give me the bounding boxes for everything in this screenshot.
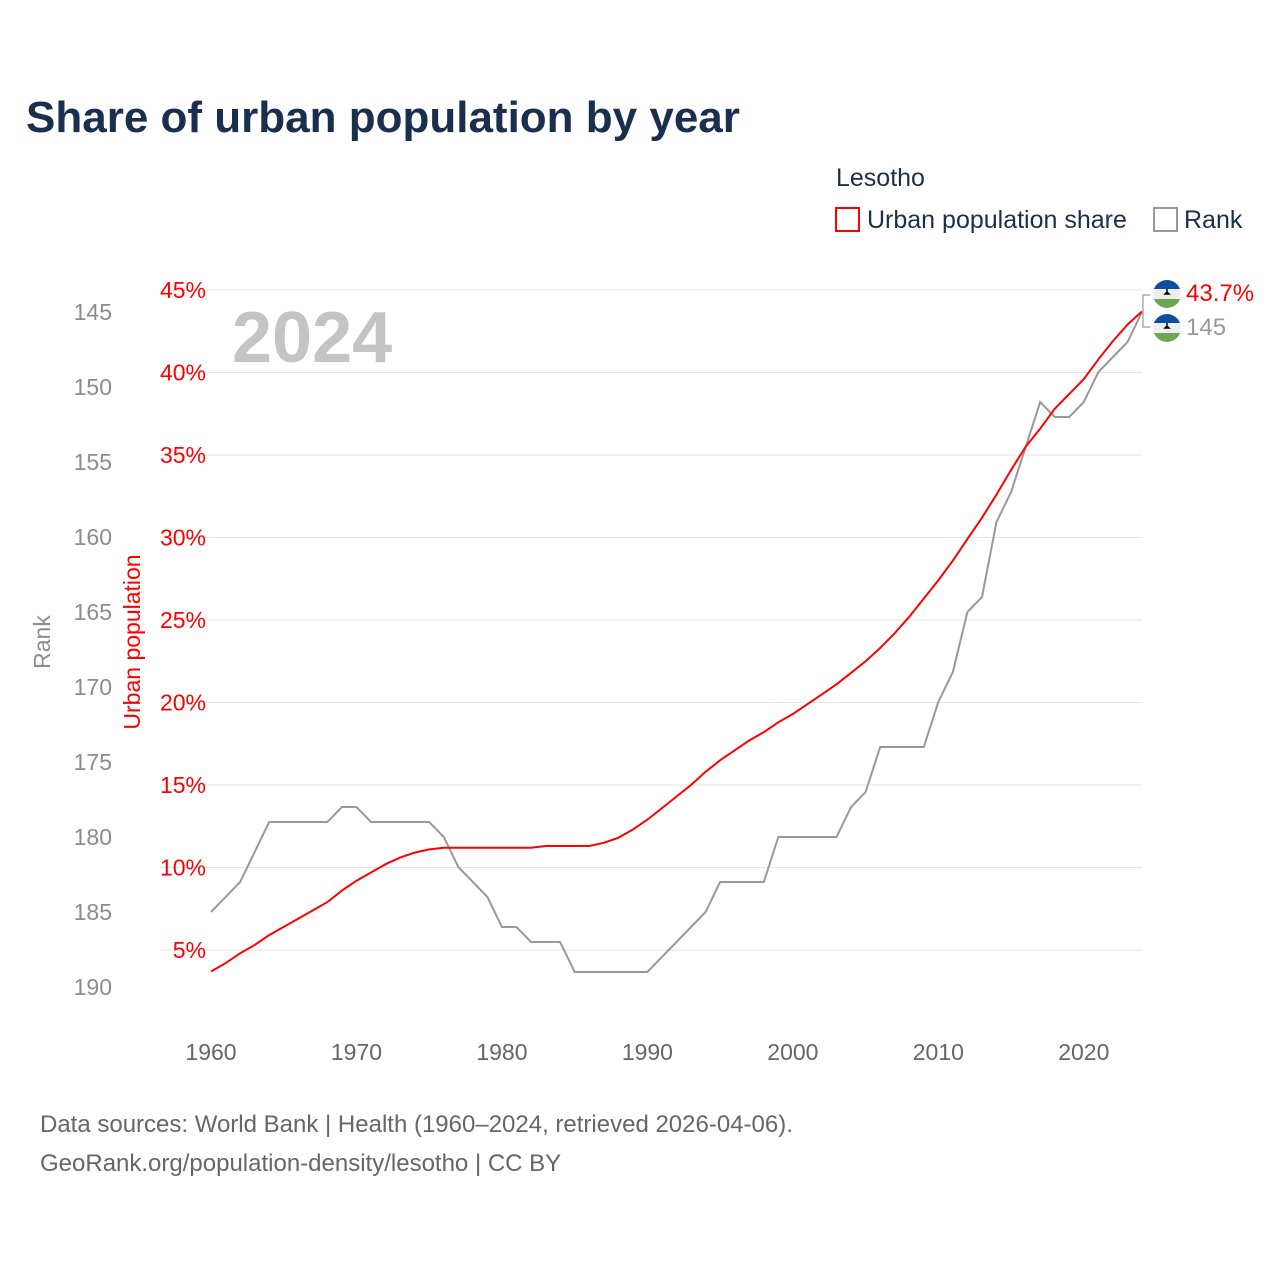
x-tick: 2010: [913, 1039, 964, 1065]
legend-title: Lesotho: [836, 164, 925, 192]
y-tick-left: 35%: [160, 442, 206, 468]
y-tick-rank: 150: [74, 374, 112, 400]
flag-icon-urban: [1153, 280, 1181, 308]
footer-sources: Data sources: World Bank | Health (1960–…: [40, 1111, 793, 1138]
urban-axis-label: Urban population: [119, 554, 145, 729]
urban-end-label: 43.7%: [1186, 280, 1254, 307]
legend-label-urban[interactable]: Urban population share: [867, 206, 1127, 234]
x-tick: 2020: [1058, 1039, 1109, 1065]
x-tick: 1970: [331, 1039, 382, 1065]
year-watermark: 2024: [232, 298, 392, 378]
rank-end-label: 145: [1186, 314, 1226, 341]
y-tick-rank: 165: [74, 599, 112, 625]
y-tick-rank: 180: [74, 824, 112, 850]
y-tick-left: 40%: [160, 360, 206, 386]
y-tick-rank: 155: [74, 449, 112, 475]
y-tick-left: 25%: [160, 607, 206, 633]
y-tick-left: 20%: [160, 690, 206, 716]
y-tick-left: 5%: [173, 937, 206, 963]
y-tick-left: 15%: [160, 772, 206, 798]
x-tick: 1980: [476, 1039, 527, 1065]
y-tick-rank: 160: [74, 524, 112, 550]
legend-swatch-rank[interactable]: [1153, 207, 1178, 232]
flag-icon-rank: [1153, 314, 1181, 342]
footer-link[interactable]: GeoRank.org/population-density/lesotho |…: [40, 1150, 561, 1177]
legend-label-rank[interactable]: Rank: [1184, 206, 1243, 234]
y-tick-rank: 170: [74, 674, 112, 700]
x-tick: 2000: [767, 1039, 818, 1065]
y-tick-left: 45%: [160, 277, 206, 303]
legend-swatch-urban[interactable]: [835, 207, 860, 232]
y-tick-rank: 185: [74, 899, 112, 925]
y-tick-rank: 175: [74, 749, 112, 775]
y-tick-left: 30%: [160, 525, 206, 551]
x-tick: 1990: [622, 1039, 673, 1065]
rank-line: [210, 311, 1143, 973]
chart-title: Share of urban population by year: [26, 93, 740, 142]
y-tick-left: 10%: [160, 855, 206, 881]
rank-axis-label: Rank: [29, 615, 55, 669]
urban-share-line: [210, 310, 1143, 973]
x-tick: 1960: [185, 1039, 236, 1065]
y-tick-rank: 190: [74, 974, 112, 1000]
end-label-connector: [1142, 294, 1150, 328]
y-tick-rank: 145: [74, 299, 112, 325]
